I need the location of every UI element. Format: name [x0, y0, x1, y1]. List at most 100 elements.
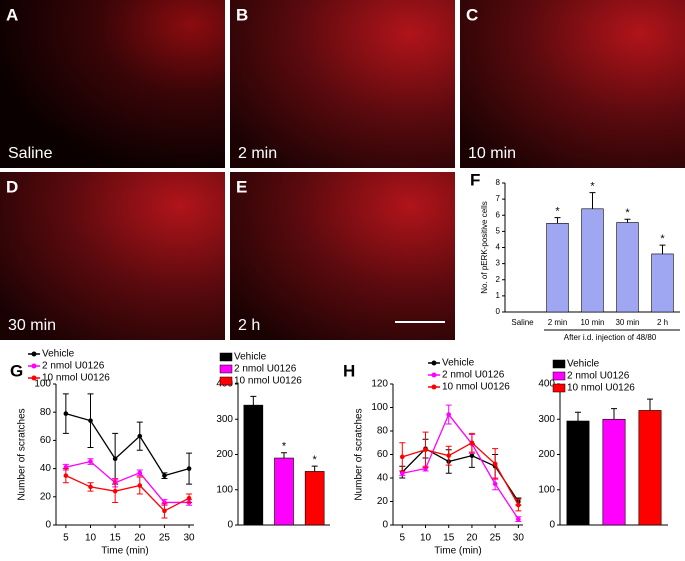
- legend-marker: [31, 375, 37, 381]
- y-tick-label: 7: [496, 194, 501, 203]
- y-tick-label: 100: [538, 484, 555, 495]
- y-tick-label: 20: [40, 491, 52, 502]
- y-tick-label: 120: [371, 379, 388, 390]
- bar: [243, 404, 264, 526]
- bar: [304, 471, 325, 526]
- legend-label: 2 nmol U0126: [442, 370, 505, 381]
- significance-mark: *: [282, 441, 287, 453]
- x-tick-label: 30: [184, 533, 196, 544]
- data-point: [137, 433, 143, 439]
- legend-label: 2 nmol U0126: [234, 364, 297, 375]
- bar: [546, 223, 569, 313]
- y-tick-label: 300: [538, 414, 555, 425]
- panel-letter: D: [6, 177, 18, 196]
- y-tick-label: 2: [496, 275, 501, 284]
- panel-letter: G: [10, 361, 23, 380]
- y-tick-label: 0: [227, 520, 233, 531]
- legend-swatch: [219, 364, 233, 374]
- y-tick-label: 0: [382, 520, 388, 531]
- y-tick-label: 40: [377, 473, 389, 484]
- data-point: [186, 495, 192, 501]
- panel-caption: 2 min: [238, 145, 277, 162]
- y-tick-label: 5: [496, 226, 501, 235]
- legend-swatch: [219, 376, 233, 386]
- significance-mark: *: [660, 233, 665, 245]
- data-point: [399, 454, 405, 460]
- legend-swatch: [552, 371, 566, 381]
- significance-mark: *: [625, 207, 630, 219]
- x-tick-label: 15: [110, 533, 122, 544]
- significance-mark: *: [313, 454, 318, 466]
- panel-letter: H: [343, 361, 355, 380]
- y-axis-label: Number of scratches: [354, 408, 365, 500]
- panel-caption: 10 min: [468, 145, 516, 162]
- micrograph: [230, 0, 455, 168]
- legend-label: 10 nmol U0126: [567, 383, 635, 394]
- legend-marker: [31, 363, 37, 369]
- y-tick-label: 60: [40, 435, 52, 446]
- y-tick-label: 200: [216, 449, 233, 460]
- x-tick-label: 20: [466, 533, 478, 544]
- y-tick-label: 60: [377, 449, 389, 460]
- x-tick-label: 25: [159, 533, 171, 544]
- x-axis-label: Time (min): [101, 546, 148, 557]
- x-tick-label: 10 min: [580, 318, 604, 327]
- x-axis-label: Time (min): [434, 546, 481, 557]
- data-point: [446, 412, 452, 417]
- y-tick-label: 80: [377, 426, 389, 437]
- data-point: [63, 411, 69, 416]
- panel-caption: Saline: [8, 145, 53, 162]
- micrograph: [0, 172, 225, 340]
- y-tick-label: 100: [371, 402, 388, 413]
- data-point: [112, 488, 118, 494]
- y-axis-label: No. of pERK-positive cells: [480, 201, 489, 293]
- panel-letter: B: [236, 5, 248, 24]
- y-tick-label: 6: [496, 210, 501, 219]
- legend-swatch: [552, 359, 566, 369]
- x-tick-label: 30 min: [615, 318, 639, 327]
- x-tick-label: 25: [490, 533, 502, 544]
- x-tick-label: Saline: [511, 318, 534, 327]
- data-point: [162, 508, 167, 514]
- series-line: [402, 413, 519, 520]
- y-tick-label: 4: [496, 243, 501, 252]
- legend-swatch: [219, 352, 233, 362]
- legend-marker: [431, 384, 437, 390]
- series-line: [65, 412, 190, 477]
- bar: [274, 457, 294, 526]
- x-tick-label: 5: [63, 533, 69, 544]
- x-axis-label: After i.d. injection of 48/80: [564, 333, 657, 342]
- y-tick-label: 300: [216, 414, 233, 425]
- data-point: [492, 481, 498, 487]
- legend-label: Vehicle: [42, 349, 75, 360]
- data-point: [399, 471, 405, 476]
- legend-label: 2 nmol U0126: [42, 361, 105, 372]
- legend-label: 10 nmol U0126: [442, 382, 510, 393]
- series-line: [401, 447, 519, 502]
- data-point: [516, 516, 521, 522]
- significance-mark: *: [555, 206, 560, 218]
- y-tick-label: 400: [538, 379, 555, 390]
- data-point: [469, 453, 475, 458]
- series-line: [65, 475, 190, 512]
- panel-letter: E: [236, 177, 247, 196]
- y-tick-label: 8: [496, 178, 501, 187]
- data-point: [112, 456, 118, 462]
- series-line: [402, 441, 519, 506]
- legend-label: Vehicle: [234, 352, 267, 363]
- data-point: [88, 484, 93, 490]
- data-point: [137, 470, 143, 476]
- micrograph: [230, 172, 455, 340]
- x-tick-label: 10: [420, 533, 432, 544]
- x-tick-label: 15: [443, 533, 455, 544]
- panel-letter: C: [466, 5, 478, 24]
- panel-caption: 2 h: [238, 317, 260, 334]
- data-point: [492, 461, 498, 467]
- y-tick-label: 40: [40, 463, 52, 474]
- data-point: [516, 502, 521, 508]
- bar: [638, 410, 662, 526]
- data-point: [162, 473, 167, 478]
- legend-label: 10 nmol U0126: [234, 376, 302, 387]
- y-tick-label: 80: [40, 407, 52, 418]
